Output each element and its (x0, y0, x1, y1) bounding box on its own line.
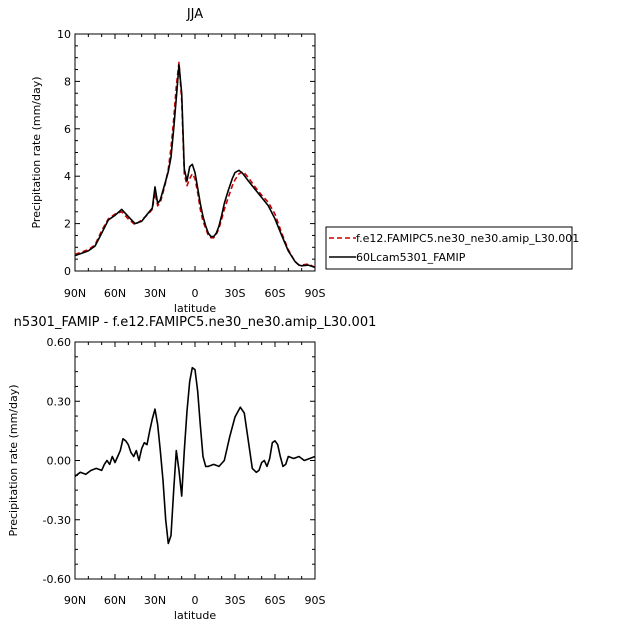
top-series-line-1 (74, 61, 316, 269)
top-x-tick-label: 0 (192, 287, 199, 300)
bottom-y-tick-label: -0.60 (43, 573, 71, 586)
bottom-x-tick-label: 0 (192, 594, 199, 607)
bottom-y-axis-label: Precipitation rate (mm/day) (7, 384, 20, 536)
bottom-x-tick-label: 30S (225, 594, 246, 607)
bottom-x-tick-label: 30N (144, 594, 166, 607)
bottom-x-axis-label: latitude (174, 609, 216, 622)
top-y-tick-label: 6 (64, 123, 71, 136)
bottom-x-tick-label: 90S (305, 594, 326, 607)
top-y-tick-label: 10 (57, 28, 71, 41)
bottom-chart-title: n5301_FAMIP - f.e12.FAMIPC5.ne30_ne30.am… (14, 315, 377, 330)
top-x-tick-label: 60S (265, 287, 286, 300)
legend-box (325, 226, 573, 270)
top-series-line-2 (74, 64, 316, 269)
top-y-tick-label: 0 (64, 265, 71, 278)
bottom-y-tick-label: 0.00 (47, 455, 72, 468)
bottom-x-tick-label: 90N (64, 594, 86, 607)
top-x-tick-label: 30N (144, 287, 166, 300)
bottom-chart: n5301_FAMIP - f.e12.FAMIPC5.ne30_ne30.am… (7, 315, 376, 622)
top-chart: JJA 90N 60N 30N 0 30S 60S 90S 0 2 4 6 8 10 latitude Pre… (30, 7, 579, 315)
bottom-y-tick-label: 0.30 (47, 395, 72, 408)
top-y-tick-label: 4 (64, 170, 71, 183)
legend-label-1: f.e12.FAMIPC5.ne30_ne30.amip_L30.001 (356, 232, 579, 245)
bottom-y-tick-label: -0.30 (43, 514, 71, 527)
top-y-axis-label: Precipitation rate (mm/day) (30, 76, 43, 228)
top-y-tick-label: 8 (64, 75, 71, 88)
bottom-x-tick-label: 60S (265, 594, 286, 607)
legend-label-2: 60Lcam5301_FAMIP (356, 251, 466, 264)
bottom-y-tick-label: 0.60 (47, 336, 72, 349)
top-x-tick-label: 90S (305, 287, 326, 300)
top-y-tick-label: 2 (64, 218, 71, 231)
top-x-tick-label: 60N (104, 287, 126, 300)
top-chart-title: JJA (186, 7, 203, 22)
top-x-tick-label: 30S (225, 287, 246, 300)
bottom-x-tick-label: 60N (104, 594, 126, 607)
bottom-series-line-1 (74, 366, 316, 545)
top-x-axis-label: latitude (174, 302, 216, 315)
top-plot-frame (74, 33, 316, 272)
top-x-tick-label: 90N (64, 287, 86, 300)
